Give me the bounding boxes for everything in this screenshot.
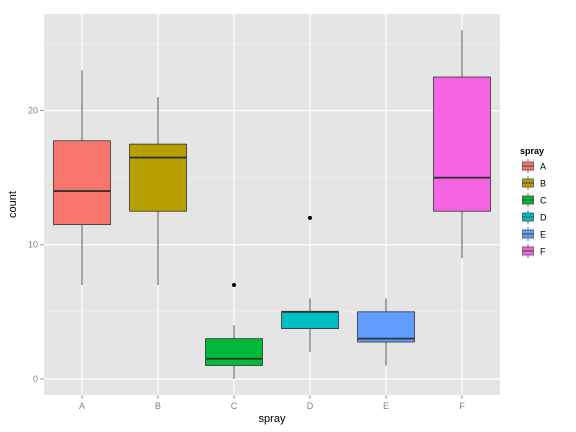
box-E <box>357 298 415 366</box>
legend-label: B <box>540 179 546 189</box>
minor-gridlines <box>44 43 500 313</box>
box-B <box>129 97 187 285</box>
box-D <box>281 215 339 353</box>
legend-item-B: B <box>520 175 546 191</box>
x-axis-title: spray <box>259 413 286 425</box>
iqr-box <box>281 311 339 329</box>
box-A <box>53 70 111 285</box>
legend-item-C: C <box>520 192 547 208</box>
y-axis-title: count <box>7 191 19 218</box>
legend-label: C <box>540 196 547 206</box>
legend-label: D <box>540 213 547 223</box>
y-tick-label: 0 <box>33 374 38 384</box>
legend-item-A: A <box>520 158 546 174</box>
legend-title: spray <box>520 146 544 156</box>
legend-label: A <box>540 162 546 172</box>
x-tick-label: B <box>155 401 161 411</box>
outlier-point <box>232 282 236 287</box>
iqr-box <box>129 143 187 212</box>
legend-item-D: D <box>520 209 547 225</box>
x-tick-label: F <box>459 401 465 411</box>
iqr-box <box>53 140 111 226</box>
box-C <box>205 282 263 379</box>
y-axis-ticks: 0 10 20 <box>28 106 44 384</box>
iqr-box <box>357 311 415 343</box>
legend-item-F: F <box>520 243 546 259</box>
x-tick-label: D <box>307 401 314 411</box>
plot-panel <box>44 14 500 395</box>
iqr-box <box>433 76 491 212</box>
outlier-point <box>308 215 312 220</box>
x-tick-label: C <box>231 401 238 411</box>
boxes <box>53 30 491 379</box>
box-F <box>433 30 491 259</box>
x-tick-label: A <box>79 401 85 411</box>
iqr-box <box>205 338 263 366</box>
x-axis-ticks: A B C D E F <box>79 395 465 411</box>
legend-label: E <box>540 230 546 240</box>
y-tick-label: 20 <box>28 106 38 116</box>
x-tick-label: E <box>383 401 389 411</box>
legend-item-E: E <box>520 226 546 242</box>
y-tick-label: 10 <box>28 240 38 250</box>
legend-label: F <box>540 247 546 257</box>
